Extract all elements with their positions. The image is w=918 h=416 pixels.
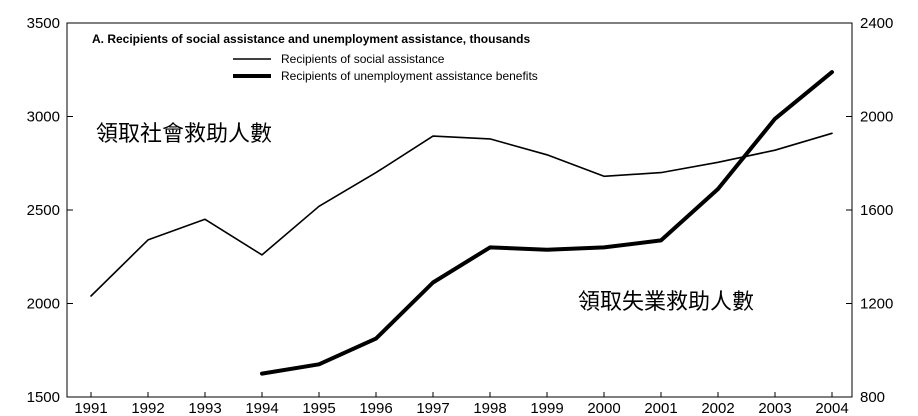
left-tick-label: 3000 — [27, 109, 60, 126]
right-tick-label: 1200 — [860, 296, 893, 313]
x-tick-label: 1998 — [473, 400, 506, 416]
x-tick-label: 2002 — [701, 400, 734, 416]
annotation-social-assistance: 領取社會救助人數 — [96, 122, 272, 147]
series-line-unemployment-assistance — [260, 70, 834, 376]
x-tick-label: 1994 — [245, 400, 278, 416]
left-tick-label: 2000 — [27, 296, 60, 313]
x-tick-label: 2004 — [815, 400, 848, 416]
x-tick-label: 2003 — [758, 400, 791, 416]
legend-label-social-assistance: Recipients of social assistance — [281, 52, 445, 66]
right-tick-label: 2000 — [860, 109, 893, 126]
x-tick-label: 2000 — [587, 400, 620, 416]
left-tick-label: 1500 — [27, 389, 60, 406]
x-tick-label: 1996 — [359, 400, 392, 416]
chart-title: A. Recipients of social assistance and u… — [92, 32, 530, 46]
series-lines — [90, 70, 834, 376]
x-tick-label: 1995 — [302, 400, 335, 416]
left-axis: 1500 2000 2500 3000 3500 — [27, 15, 73, 406]
legend-label-unemployment-assistance: Recipients of unemployment assistance be… — [281, 69, 538, 83]
right-tick-label: 1600 — [860, 202, 893, 219]
series-line-social-assistance — [90, 132, 833, 297]
x-axis: 1991 1992 1993 1994 1995 1996 1997 1998 1999 2000… — [74, 392, 849, 416]
right-tick-label: 2400 — [860, 15, 893, 32]
x-tick-label: 1992 — [131, 400, 164, 416]
right-tick-label: 800 — [860, 389, 885, 406]
left-tick-label: 3500 — [27, 15, 60, 32]
x-tick-label: 2001 — [644, 400, 677, 416]
x-tick-label: 1999 — [530, 400, 563, 416]
x-tick-label: 1991 — [74, 400, 107, 416]
right-axis: 800 1200 1600 2000 2400 — [846, 15, 893, 406]
x-tick-label: 1997 — [416, 400, 449, 416]
left-tick-label: 2500 — [27, 202, 60, 219]
x-tick-label: 1993 — [188, 400, 221, 416]
annotation-unemployment-assistance: 領取失業救助人數 — [578, 290, 754, 315]
